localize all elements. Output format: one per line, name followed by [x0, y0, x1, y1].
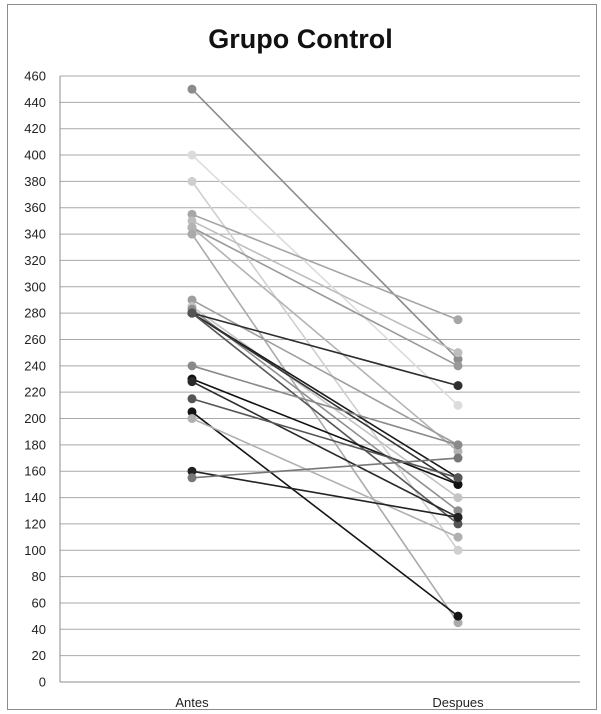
data-point	[453, 348, 463, 358]
y-tick-label: 180	[24, 437, 46, 452]
series-line	[191, 305, 459, 499]
y-tick-label: 140	[24, 490, 46, 505]
data-point	[187, 150, 197, 160]
data-point	[187, 216, 197, 226]
data-point	[187, 407, 197, 417]
data-point	[187, 394, 197, 404]
series-line	[191, 88, 459, 360]
series-line	[191, 213, 459, 321]
data-point	[187, 84, 197, 94]
data-point	[453, 361, 463, 371]
data-point	[453, 479, 463, 489]
series-line	[191, 312, 459, 479]
data-point	[453, 440, 463, 450]
series-line	[191, 380, 459, 519]
y-tick-label: 100	[24, 543, 46, 558]
y-tick-label: 240	[24, 358, 46, 373]
y-tick-label: 280	[24, 306, 46, 321]
y-tick-label: 300	[24, 279, 46, 294]
y-tick-label: 20	[32, 648, 46, 663]
series-line	[191, 308, 459, 512]
x-tick-label: Antes	[175, 695, 209, 710]
data-point	[187, 377, 197, 387]
data-point	[187, 466, 197, 476]
y-axis-tick-labels: 0 20 40 60 80 100 120 140 160 180 200 220 240 260 280 3…	[24, 69, 46, 690]
data-point	[187, 229, 197, 239]
data-point	[453, 545, 463, 555]
y-tick-label: 60	[32, 595, 46, 610]
y-tick-label: 320	[24, 253, 46, 268]
y-tick-label: 440	[24, 95, 46, 110]
series-line	[191, 417, 459, 538]
series-line	[191, 226, 459, 367]
y-tick-label: 160	[24, 464, 46, 479]
series-line	[191, 312, 459, 525]
y-tick-label: 40	[32, 622, 46, 637]
series-line	[191, 220, 459, 354]
data-point	[187, 295, 197, 305]
y-tick-label: 360	[24, 200, 46, 215]
data-point	[453, 446, 463, 456]
series-line	[191, 233, 459, 624]
series-line	[191, 154, 459, 406]
data-point	[453, 493, 463, 503]
y-tick-label: 260	[24, 332, 46, 347]
data-point	[453, 381, 463, 391]
data-point	[187, 223, 197, 232]
series-line	[191, 457, 459, 479]
series-points	[187, 84, 463, 628]
data-point	[453, 532, 463, 542]
data-point	[187, 361, 197, 371]
y-tick-label: 400	[24, 148, 46, 163]
chart-title: Grupo Control	[208, 24, 393, 54]
data-point	[453, 618, 463, 628]
data-point	[453, 453, 463, 463]
series-line	[191, 299, 459, 446]
series-line	[191, 226, 459, 453]
x-tick-label: Despues	[432, 695, 484, 710]
y-tick-label: 120	[24, 516, 46, 531]
y-tick-label: 80	[32, 569, 46, 584]
series-line	[191, 411, 459, 617]
series-line	[191, 378, 459, 486]
y-tick-label: 220	[24, 385, 46, 400]
y-tick-label: 200	[24, 411, 46, 426]
data-point	[453, 473, 463, 483]
series-line	[191, 365, 459, 446]
data-point	[187, 209, 197, 219]
data-point	[453, 315, 463, 325]
data-point	[187, 414, 197, 424]
series-line	[191, 470, 459, 519]
data-point	[453, 519, 463, 529]
data-point	[453, 611, 463, 621]
data-point	[187, 308, 197, 318]
gridlines	[59, 75, 580, 683]
data-point	[453, 512, 463, 522]
y-tick-label: 340	[24, 227, 46, 242]
x-axis-tick-labels: Antes Despues	[175, 695, 484, 710]
data-point	[453, 400, 463, 410]
y-tick-label: 460	[24, 69, 46, 84]
series-line	[191, 312, 459, 387]
chart-frame	[7, 4, 597, 710]
y-tick-label: 380	[24, 174, 46, 189]
data-point	[187, 176, 197, 186]
y-tick-label: 0	[39, 675, 46, 690]
series-line	[191, 397, 459, 479]
data-point	[453, 354, 463, 364]
series-lines	[191, 88, 459, 624]
data-point	[453, 506, 463, 516]
y-tick-label: 420	[24, 121, 46, 136]
series-line	[191, 312, 459, 486]
data-point	[187, 473, 197, 483]
